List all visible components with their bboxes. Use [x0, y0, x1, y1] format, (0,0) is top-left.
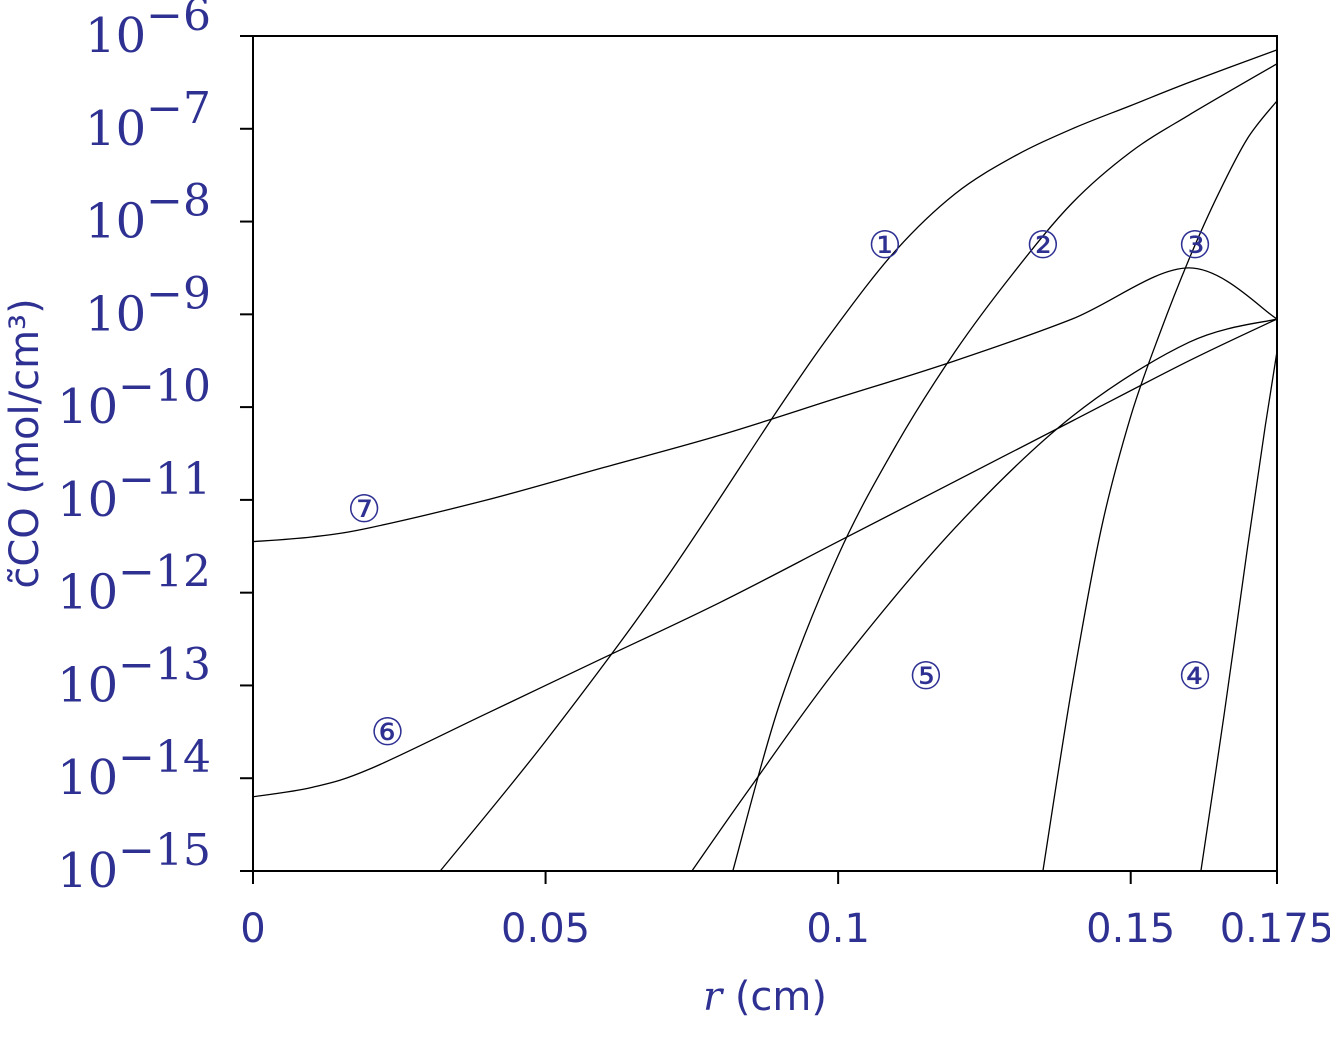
plot-area-border [252, 35, 1278, 872]
curve-6 [252, 318, 1278, 798]
curve-3 [1042, 100, 1278, 872]
x-tick-label: 0.05 [501, 906, 590, 952]
x-tick-label: 0.175 [1220, 906, 1330, 952]
y-tick-label: 10−14 [57, 732, 211, 806]
y-tick-label: 10−12 [57, 547, 211, 621]
curve-1 [439, 49, 1278, 872]
curve-5 [691, 318, 1278, 872]
curve-4 [1200, 351, 1278, 872]
x-axis: 0 0.05 0.1 0.15 0.175 [240, 871, 1330, 952]
axis-titles: r (cm) c̃CO (mol/cm³) [2, 298, 827, 1020]
curve-label-2: ② [1026, 223, 1060, 267]
y-axis: 10−15 10−14 10−13 10−12 10−11 10−10 10−9 10−8 10… [57, 0, 253, 899]
y-tick-label: 10−8 [85, 176, 211, 250]
curve-label-5: ⑤ [909, 654, 943, 698]
y-axis-title: c̃CO (mol/cm³) [2, 298, 48, 588]
curve-label-4: ④ [1178, 654, 1212, 698]
x-axis-title: r (cm) [703, 974, 827, 1020]
curve-label-7: ⑦ [347, 487, 381, 531]
curve-label-3: ③ [1178, 223, 1212, 267]
y-tick-label: 10−6 [85, 0, 211, 64]
y-tick-label: 10−9 [85, 268, 211, 342]
y-tick-label: 10−7 [85, 83, 211, 157]
x-tick-label: 0.1 [806, 906, 870, 952]
plot-frame [252, 35, 1278, 872]
x-tick-label: 0 [240, 906, 265, 952]
y-tick-label: 10−10 [57, 361, 211, 435]
y-tick-label: 10−11 [57, 454, 211, 528]
curve-label-6: ⑥ [371, 710, 405, 754]
y-tick-label: 10−15 [57, 825, 211, 899]
curve-2 [732, 63, 1278, 872]
curve-label-1: ① [868, 223, 902, 267]
curve-7 [252, 267, 1278, 543]
y-tick-label: 10−13 [57, 639, 211, 713]
curve-labels: ① ② ③ ④ ⑤ ⑥ ⑦ [347, 223, 1212, 754]
x-tick-label: 0.15 [1086, 906, 1175, 952]
curves [252, 49, 1278, 872]
